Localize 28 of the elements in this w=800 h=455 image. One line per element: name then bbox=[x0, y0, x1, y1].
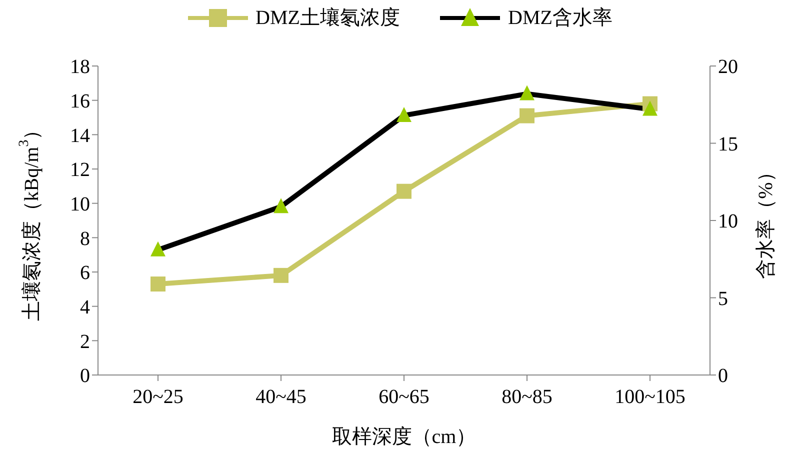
y-tick-label: 8 bbox=[80, 228, 90, 250]
y2-tick-label: 15 bbox=[718, 133, 738, 156]
point bbox=[520, 108, 534, 124]
x-tick-label: 60~65 bbox=[378, 386, 430, 408]
x-tick-label: 20~25 bbox=[132, 386, 184, 408]
point bbox=[150, 276, 166, 292]
y-tick-label: 4 bbox=[80, 296, 90, 318]
y-tick-label: 10 bbox=[70, 193, 90, 216]
y-tick-label: 2 bbox=[80, 330, 90, 353]
y2-tick-label: 0 bbox=[718, 365, 728, 388]
y-tick-label: 18 bbox=[70, 56, 90, 78]
y-tick-label: 12 bbox=[70, 159, 90, 182]
y-tick-label: 0 bbox=[80, 365, 90, 388]
y2-axis-title: 含水率（%） bbox=[755, 162, 777, 279]
legend-label: DMZ土壤氡浓度 bbox=[256, 6, 400, 31]
legend-label: DMZ含水率 bbox=[508, 6, 612, 31]
point bbox=[274, 268, 288, 283]
y-tick-label: 14 bbox=[70, 124, 90, 147]
y-tick-label: 16 bbox=[70, 90, 90, 112]
x-axis-title: 取样深度（cm） bbox=[332, 426, 476, 448]
x-tick-label: 40~45 bbox=[256, 386, 306, 408]
point bbox=[396, 184, 412, 199]
y2-tick-label: 20 bbox=[718, 56, 738, 78]
x-tick-label: 100~105 bbox=[614, 386, 686, 408]
y-tick-label: 6 bbox=[80, 262, 90, 284]
x-tick-label: 80~85 bbox=[502, 386, 552, 408]
y2-tick-label: 10 bbox=[718, 210, 738, 233]
y2-tick-label: 5 bbox=[718, 288, 728, 310]
